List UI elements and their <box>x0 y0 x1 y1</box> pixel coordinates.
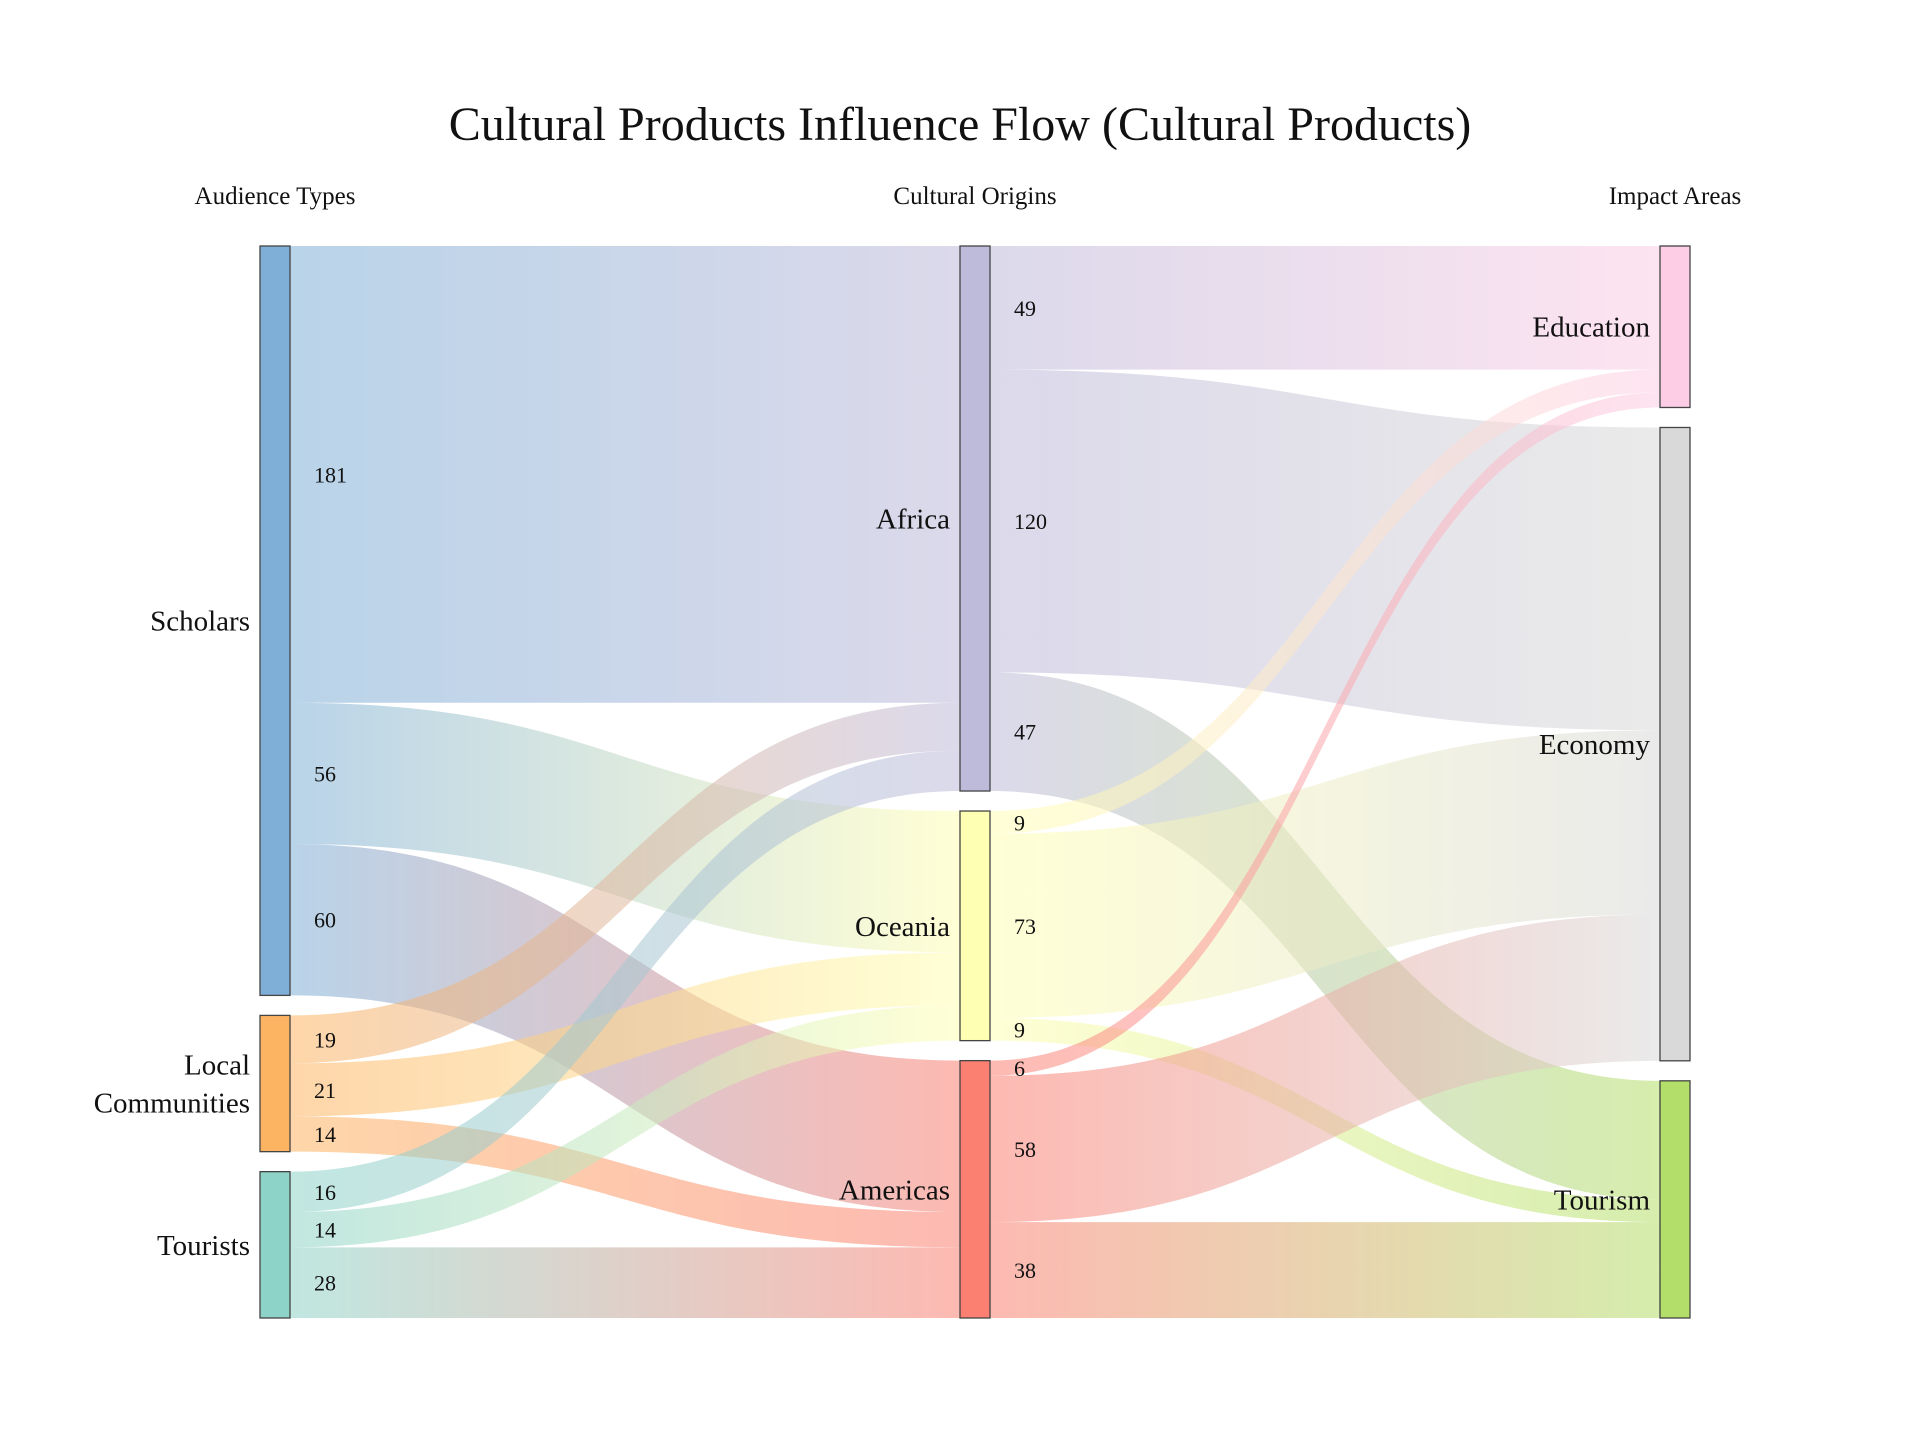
node-local <box>259 1014 291 1153</box>
node-label-education: Education <box>1532 312 1650 344</box>
links-layer <box>290 246 1660 1318</box>
link-value-label: 19 <box>314 1027 336 1052</box>
link-value-label: 14 <box>314 1218 336 1243</box>
nodes-layer <box>259 245 1691 1319</box>
column-header-cultural-origins: Cultural Origins <box>893 183 1056 210</box>
link-value-label: 120 <box>1014 509 1047 534</box>
link-value-label: 6 <box>1014 1056 1025 1081</box>
link-value-label: 47 <box>1014 720 1036 745</box>
link-value-label: 56 <box>314 761 336 786</box>
link-scholars-to-africa <box>290 246 960 703</box>
link-oceania-to-economy <box>990 730 1660 1018</box>
link-value-label: 28 <box>314 1271 336 1296</box>
link-tourists-to-africa <box>290 750 960 1213</box>
node-economy <box>1659 426 1691 1062</box>
link-value-label: 58 <box>1014 1137 1036 1162</box>
chart-title: Cultural Products Influence Flow (Cultur… <box>449 98 1472 151</box>
column-header-impact-areas: Impact Areas <box>1609 183 1742 210</box>
link-value-label: 60 <box>314 908 336 933</box>
link-local-to-oceania <box>290 952 960 1117</box>
column-header-audience-types: Audience Types <box>195 183 356 210</box>
link-africa-to-economy <box>990 369 1660 731</box>
node-label-tourists: Tourists <box>157 1230 250 1262</box>
node-label-africa: Africa <box>876 504 950 536</box>
link-value-label: 9 <box>1014 1017 1025 1042</box>
link-americas-to-education <box>990 392 1660 1076</box>
node-scholars <box>259 245 291 997</box>
link-value-label: 181 <box>314 462 347 487</box>
node-label-oceania: Oceania <box>855 911 950 943</box>
node-label-americas: Americas <box>839 1174 950 1206</box>
link-value-label: 16 <box>314 1180 336 1205</box>
link-tourists-to-oceania <box>290 1005 960 1248</box>
link-value-label: 38 <box>1014 1258 1036 1283</box>
labels-layer: 181 56 60 19 21 14 16 14 28 49 120 47 9 73 9 6 58 38 Schol… <box>94 296 1651 1296</box>
node-education <box>1659 245 1691 409</box>
link-americas-to-economy <box>990 914 1660 1223</box>
link-tourists-to-americas <box>290 1247 960 1318</box>
node-label-tourism: Tourism <box>1554 1184 1651 1216</box>
node-americas <box>959 1059 991 1319</box>
link-value-label: 9 <box>1014 810 1025 835</box>
node-tourism <box>1659 1080 1691 1319</box>
link-value-label: 73 <box>1014 914 1036 939</box>
link-value-label: 14 <box>314 1122 336 1147</box>
link-value-label: 21 <box>314 1078 336 1103</box>
node-oceania <box>959 810 991 1042</box>
link-americas-to-tourism <box>990 1222 1660 1318</box>
node-label-scholars: Scholars <box>150 606 250 638</box>
node-label-local: Local Communities <box>94 1050 250 1120</box>
link-value-label: 49 <box>1014 296 1036 321</box>
link-scholars-to-oceania <box>290 702 960 953</box>
link-africa-to-education <box>990 246 1660 370</box>
node-africa <box>959 245 991 792</box>
node-tourists <box>259 1171 291 1319</box>
link-oceania-to-education <box>990 369 1660 834</box>
link-local-to-africa <box>290 702 960 1064</box>
node-label-economy: Economy <box>1539 729 1651 761</box>
